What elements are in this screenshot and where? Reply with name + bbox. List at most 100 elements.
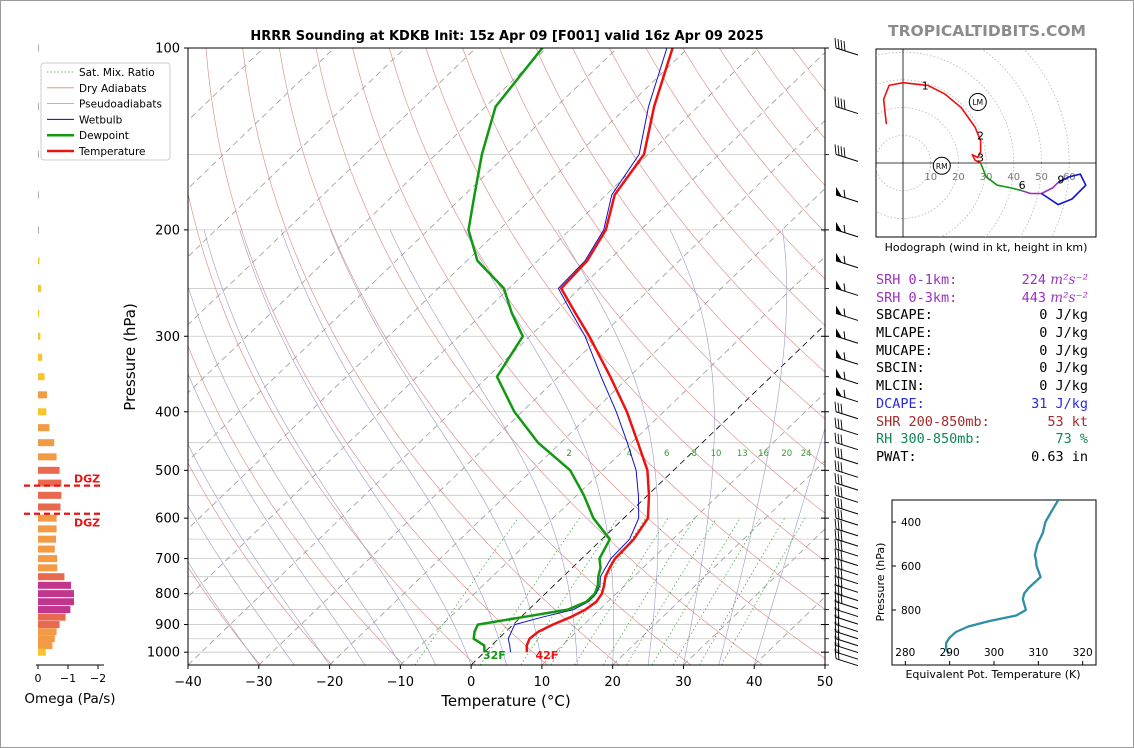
barb-feather (834, 607, 837, 618)
barb-shaft (835, 482, 859, 491)
barb-feather (837, 486, 840, 497)
index-label: SBCIN: (876, 360, 925, 377)
omega-bar (38, 590, 74, 598)
wind-barb (834, 432, 859, 451)
omega-bar (38, 598, 74, 606)
barb-feather (837, 576, 840, 587)
wind-barb (834, 566, 859, 585)
dry-adiabat (499, 48, 825, 467)
index-label: MLCAPE: (876, 325, 933, 342)
legend-label: Sat. Mix. Ratio (79, 67, 155, 79)
legend-label: Temperature (78, 146, 146, 158)
omega-bar (38, 635, 55, 643)
index-value: 0 J/kg (1039, 343, 1088, 361)
barb-feather (834, 599, 837, 610)
index-label: SBCAPE: (876, 307, 933, 324)
barb-feather (837, 567, 840, 578)
omega-bar (38, 503, 61, 511)
index-label: MUCAPE: (876, 342, 933, 359)
mixing-ratio-label: 36 (845, 449, 856, 459)
barb-shaft (835, 517, 859, 526)
barb-feather (843, 224, 846, 233)
barb-shaft (835, 456, 859, 465)
barb-feather (834, 508, 837, 519)
barb-shaft (835, 548, 859, 557)
barb-flag (836, 186, 842, 197)
barb-shaft (835, 47, 859, 56)
index-number: 53 kt (1047, 413, 1088, 430)
theta-e-xlabel: Equivalent Pot. Temperature (K) (905, 668, 1080, 681)
theta-e-frame (891, 499, 1097, 666)
index-row: MUCAPE: 0 J/kg (876, 343, 1106, 361)
barb-feather (840, 520, 843, 531)
omega-bar (38, 332, 41, 340)
theta-y-tick-label: 400 (901, 517, 921, 529)
pseudoadiabat (753, 426, 825, 665)
barb-feather (837, 549, 840, 560)
index-value: 53 kt (1047, 414, 1088, 432)
barb-feather (840, 531, 843, 542)
storm-motion-label: RM (936, 162, 948, 171)
theta-x-tick-label: 310 (1028, 647, 1048, 659)
omega-bar (38, 257, 40, 265)
barb-shaft (835, 658, 859, 667)
index-number: 224 (1021, 272, 1047, 288)
omega-bar (38, 353, 43, 361)
isotherm-line (400, 256, 825, 665)
barb-shaft (835, 645, 859, 654)
index-value: 0 J/kg (1039, 325, 1088, 343)
barb-feather (837, 540, 840, 551)
dry-adiabat (188, 462, 333, 665)
barb-feather (840, 550, 843, 561)
y-tick-label: 900 (155, 618, 180, 633)
skewt-grid (188, 48, 825, 665)
omega-bar (38, 424, 50, 432)
wind-barb (834, 583, 859, 602)
barb-shaft (835, 624, 859, 633)
pseudoadiabat (188, 372, 366, 665)
skewt-plot: 2 4 6 8 10 13 16 20 24 30 36 −40 −30 −20 −10 0 10 20 30 40… (121, 42, 856, 711)
barb-feather (837, 418, 840, 429)
omega-bar (38, 628, 57, 636)
index-number: 73 % (1055, 431, 1088, 448)
index-row: PWAT: 0.63 in (876, 449, 1106, 467)
barb-shaft (835, 609, 859, 618)
legend-label: Dry Adiabats (79, 83, 147, 95)
mixing-ratio-label: 13 (737, 449, 748, 459)
barb-feather (834, 548, 837, 559)
wind-barb (834, 607, 859, 625)
barb-feather (837, 145, 840, 156)
barb-feather (843, 189, 846, 198)
hodograph-ring-label: 40 (1007, 172, 1020, 183)
wind-barb (834, 144, 859, 162)
barb-feather (840, 146, 843, 157)
skewt-background-lines (188, 48, 825, 665)
barb-feather (843, 40, 846, 52)
dry-adiabat (279, 48, 692, 665)
index-value: 0 J/kg (1039, 378, 1088, 396)
mixing-ratio-label: 2 (566, 449, 571, 459)
wind-barb (834, 642, 859, 660)
barb-feather (834, 518, 837, 529)
isotherm-line (188, 48, 618, 462)
wind-barb (834, 37, 859, 56)
barb-feather (840, 419, 843, 430)
omega-bar (38, 226, 39, 234)
pseudoadiabat (330, 229, 543, 665)
omega-bar (38, 191, 39, 199)
barb-feather (837, 447, 840, 458)
barb-feather (837, 600, 840, 611)
wind-barb (834, 485, 859, 503)
barb-flag (836, 386, 842, 397)
barb-shaft (835, 528, 859, 537)
wind-barb (834, 96, 859, 115)
omega-bar (38, 309, 40, 317)
index-unit: m²s⁻² (1046, 272, 1088, 288)
barb-shaft (835, 651, 859, 660)
barb-feather (834, 496, 837, 508)
y-tick-label: 300 (155, 330, 180, 345)
skewt-legend: Sat. Mix. Ratio Dry Adiabats Pseudoadiabat… (40, 62, 171, 161)
barb-feather (840, 559, 843, 570)
